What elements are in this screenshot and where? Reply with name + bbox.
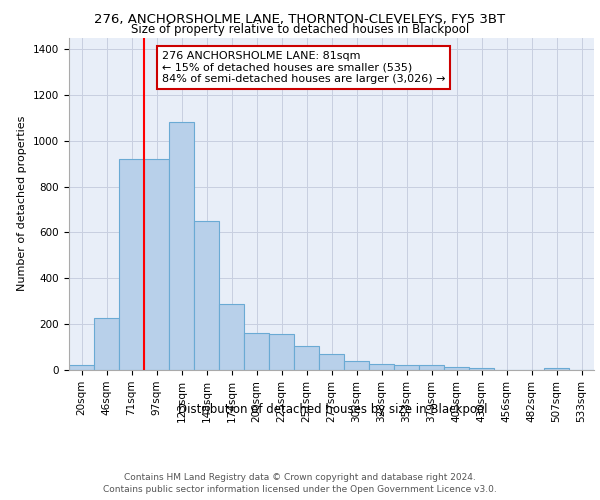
Bar [394,366,419,370]
Bar [294,346,319,370]
Bar [369,364,394,370]
Bar [344,361,369,370]
Bar [469,368,494,370]
Bar [144,159,169,370]
Text: Distribution of detached houses by size in Blackpool: Distribution of detached houses by size … [178,402,488,415]
Bar [319,354,344,370]
Text: 276 ANCHORSHOLME LANE: 81sqm
← 15% of detached houses are smaller (535)
84% of s: 276 ANCHORSHOLME LANE: 81sqm ← 15% of de… [161,52,445,84]
Bar [219,304,244,370]
Text: Contains HM Land Registry data © Crown copyright and database right 2024.: Contains HM Land Registry data © Crown c… [124,472,476,482]
Text: Size of property relative to detached houses in Blackpool: Size of property relative to detached ho… [131,22,469,36]
Bar [244,334,269,370]
Bar [119,159,144,370]
Bar [419,366,444,370]
Text: Contains public sector information licensed under the Open Government Licence v3: Contains public sector information licen… [103,485,497,494]
Bar [69,366,94,370]
Text: 276, ANCHORSHOLME LANE, THORNTON-CLEVELEYS, FY5 3BT: 276, ANCHORSHOLME LANE, THORNTON-CLEVELE… [94,12,506,26]
Bar [194,221,219,370]
Bar [94,318,119,370]
Bar [269,334,294,370]
Bar [169,122,194,370]
Bar [544,368,569,370]
Bar [444,366,469,370]
Y-axis label: Number of detached properties: Number of detached properties [17,116,28,292]
